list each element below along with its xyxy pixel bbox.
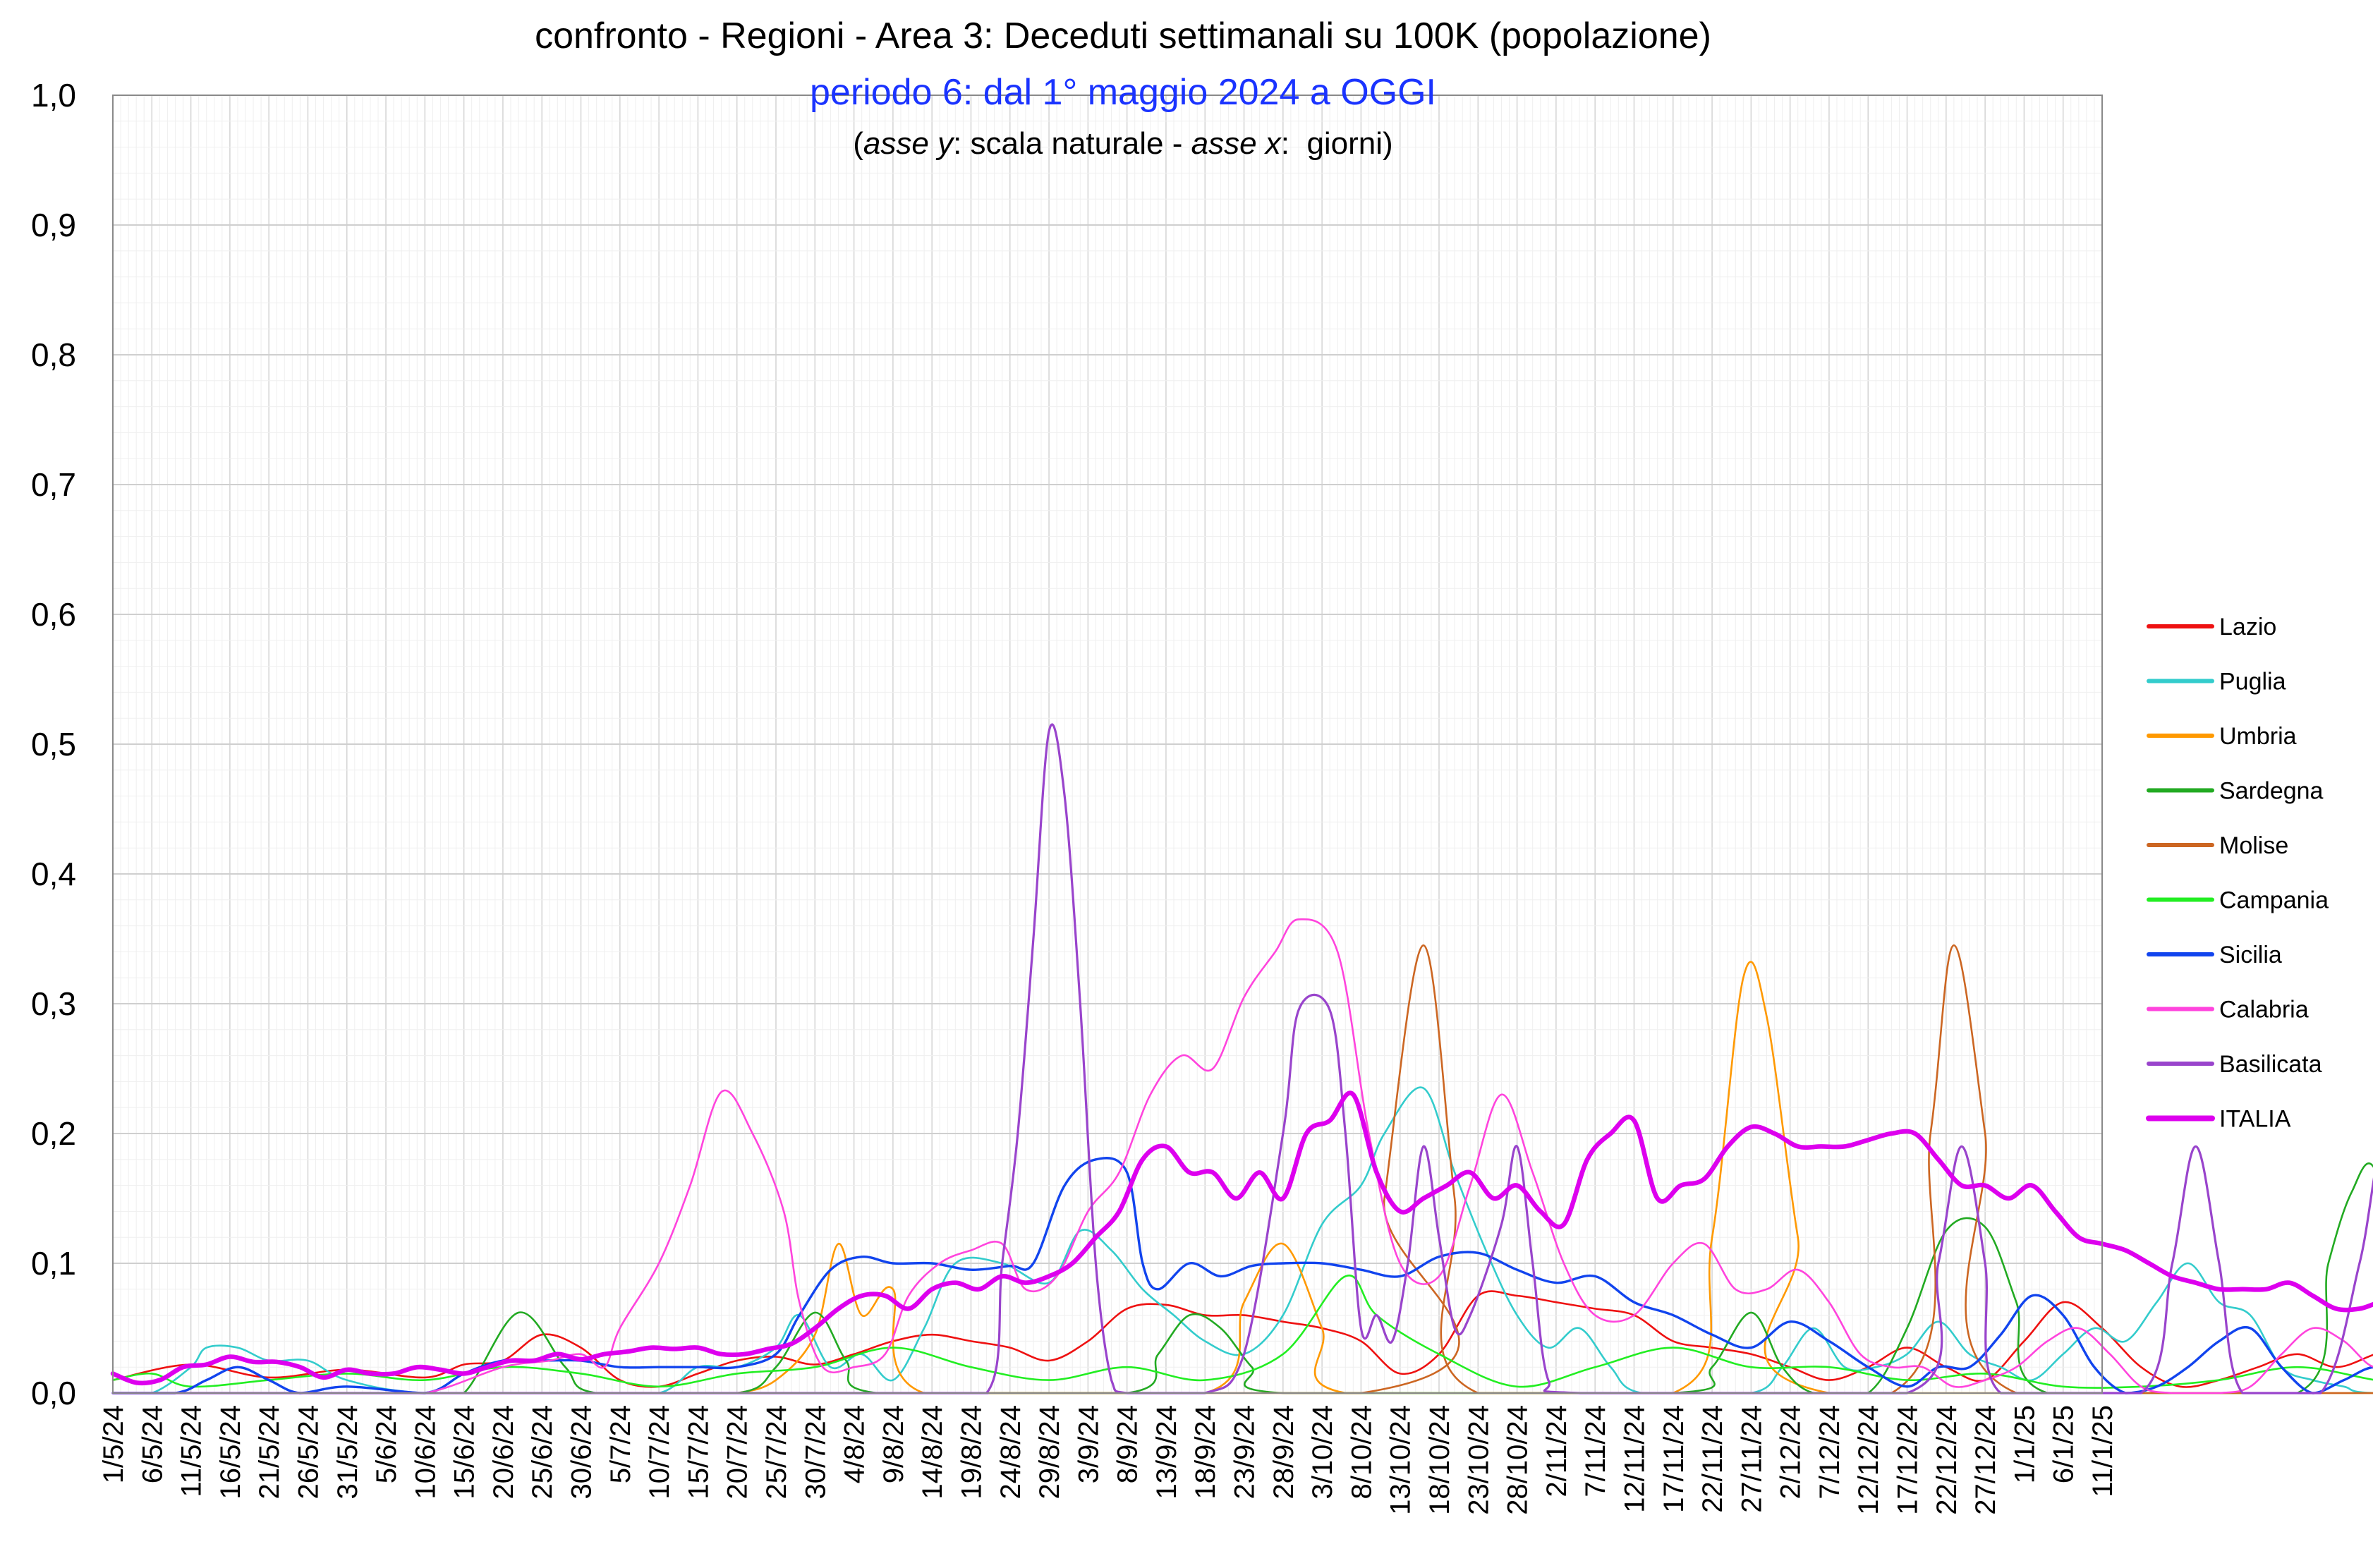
x-tick-label: 3/10/24 <box>1307 1405 1338 1499</box>
series-line-umbria <box>111 961 2373 1394</box>
x-tick-label: 1/1/25 <box>2009 1405 2040 1483</box>
legend: Lazio Puglia Umbria Sardegna Molise Campania S… <box>2146 614 2329 1133</box>
x-tick-label: 2/11/24 <box>1541 1405 1572 1497</box>
legend-label-sicilia: Sicilia <box>2219 942 2282 968</box>
x-tick-label: 6/5/24 <box>137 1405 168 1483</box>
x-tick-label: 21/5/24 <box>254 1405 285 1499</box>
y-tick-label: 0,7 <box>31 466 76 503</box>
x-tick-label: 12/12/24 <box>1853 1405 1884 1515</box>
y-tick-label: 0,2 <box>31 1115 76 1152</box>
x-tick-label: 27/12/24 <box>1970 1405 2001 1515</box>
x-tick-label: 25/7/24 <box>761 1405 792 1499</box>
x-tick-label: 11/1/25 <box>2087 1405 2118 1497</box>
series-line-basilicata <box>111 723 2373 1394</box>
x-tick-label: 29/8/24 <box>1034 1405 1065 1499</box>
x-tick-label: 11/5/24 <box>176 1405 207 1497</box>
chart-subtitle: periodo 6: dal 1° maggio 2024 a OGGI <box>810 72 1436 113</box>
x-tick-label: 10/7/24 <box>644 1405 675 1499</box>
x-tick-label: 30/7/24 <box>800 1405 831 1499</box>
y-tick-label: 0,5 <box>31 726 76 762</box>
legend-label-umbria: Umbria <box>2219 723 2297 750</box>
series-line-lazio <box>111 1290 2373 1388</box>
x-tick-label: 7/11/24 <box>1580 1405 1611 1497</box>
x-tick-label: 15/7/24 <box>683 1405 714 1499</box>
x-tick-label: 9/8/24 <box>878 1405 909 1483</box>
x-tick-label: 8/9/24 <box>1112 1405 1143 1483</box>
y-tick-label: 0,6 <box>31 596 76 633</box>
x-tick-label: 13/10/24 <box>1385 1405 1416 1515</box>
x-tick-label: 6/1/25 <box>2049 1405 2080 1483</box>
x-tick-label: 15/6/24 <box>449 1405 480 1499</box>
legend-label-italia: ITALIA <box>2219 1106 2291 1133</box>
y-tick-label: 0,0 <box>31 1375 76 1411</box>
x-tick-label: 17/12/24 <box>1893 1405 1924 1515</box>
x-tick-label: 20/7/24 <box>722 1405 753 1499</box>
legend-label-campania: Campania <box>2219 887 2329 914</box>
x-tick-label: 13/9/24 <box>1151 1405 1182 1499</box>
x-tick-label: 22/12/24 <box>1931 1405 1962 1515</box>
series-line-italia <box>110 1090 2373 1386</box>
x-tick-label: 31/5/24 <box>332 1405 363 1499</box>
x-tick-label: 4/8/24 <box>839 1405 870 1483</box>
x-tick-label: 20/6/24 <box>488 1405 519 1499</box>
x-tick-label: 25/6/24 <box>527 1405 558 1499</box>
x-tick-label: 5/6/24 <box>371 1405 402 1483</box>
x-tick-label: 23/9/24 <box>1230 1405 1261 1499</box>
axis-scale-note: (asse y: scala naturale - asse x: giorni… <box>853 126 1392 161</box>
series-line-sicilia <box>111 1157 2373 1394</box>
x-tick-label: 28/9/24 <box>1268 1405 1299 1499</box>
gridlines <box>112 95 2103 1394</box>
legend-label-lazio: Lazio <box>2219 614 2276 640</box>
legend-label-calabria: Calabria <box>2219 997 2309 1023</box>
x-tick-label: 18/9/24 <box>1190 1405 1221 1499</box>
y-tick-label: 0,9 <box>31 207 76 243</box>
x-axis: 1/5/24 6/5/24 11/5/24 16/5/24 21/5/24 26/5/24… <box>98 1405 2118 1515</box>
x-tick-label: 3/9/24 <box>1073 1405 1104 1483</box>
x-tick-label: 22/11/24 <box>1697 1405 1728 1513</box>
legend-label-sardegna: Sardegna <box>2219 778 2324 805</box>
y-axis: 0,0 0,1 0,2 0,3 0,4 0,5 0,6 0,7 0,8 0,9 1,0 <box>31 77 76 1411</box>
x-tick-label: 28/10/24 <box>1503 1405 1534 1515</box>
x-tick-label: 5/7/24 <box>605 1405 636 1483</box>
legend-label-basilicata: Basilicata <box>2219 1051 2322 1078</box>
x-tick-label: 12/11/24 <box>1619 1405 1650 1513</box>
x-tick-label: 27/11/24 <box>1736 1405 1767 1513</box>
x-tick-label: 30/6/24 <box>566 1405 597 1499</box>
legend-label-molise: Molise <box>2219 832 2288 859</box>
x-tick-label: 26/5/24 <box>293 1405 324 1499</box>
plot-area-border <box>112 95 2103 1394</box>
y-tick-label: 0,3 <box>31 985 76 1022</box>
x-tick-label: 16/5/24 <box>215 1405 246 1499</box>
y-tick-label: 0,4 <box>31 856 76 892</box>
x-tick-label: 18/10/24 <box>1424 1405 1455 1515</box>
x-tick-label: 14/8/24 <box>917 1405 948 1499</box>
x-tick-label: 2/12/24 <box>1776 1405 1807 1499</box>
x-tick-label: 1/5/24 <box>98 1405 129 1483</box>
x-tick-label: 23/10/24 <box>1463 1405 1494 1515</box>
y-tick-label: 1,0 <box>31 77 76 114</box>
x-tick-label: 8/10/24 <box>1346 1405 1377 1499</box>
x-tick-label: 24/8/24 <box>995 1405 1026 1499</box>
x-tick-label: 19/8/24 <box>956 1405 987 1499</box>
chart-title: confronto - Regioni - Area 3: Deceduti s… <box>535 16 1711 56</box>
y-tick-label: 0,1 <box>31 1245 76 1282</box>
x-tick-label: 7/12/24 <box>1814 1405 1845 1499</box>
x-tick-label: 10/6/24 <box>410 1405 441 1499</box>
legend-label-puglia: Puglia <box>2219 669 2286 695</box>
x-tick-label: 17/11/24 <box>1658 1405 1689 1513</box>
y-tick-label: 0,8 <box>31 336 76 373</box>
